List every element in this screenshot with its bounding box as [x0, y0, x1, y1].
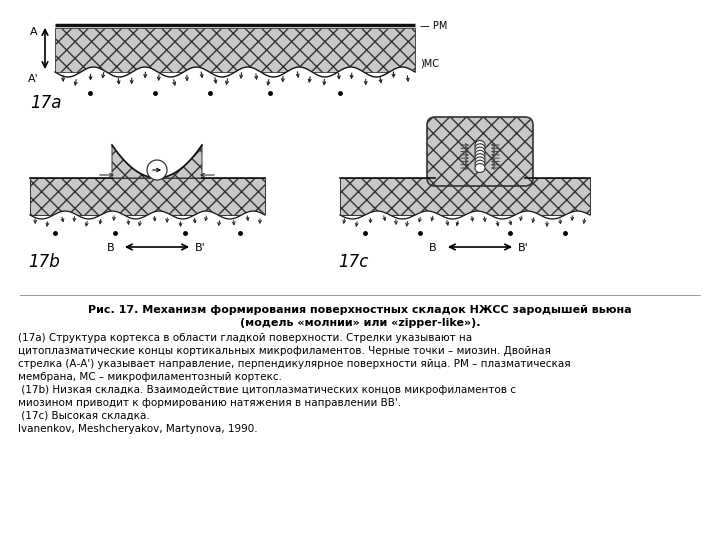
Ellipse shape [475, 164, 485, 172]
Ellipse shape [475, 154, 485, 163]
Ellipse shape [475, 160, 485, 169]
Ellipse shape [475, 140, 485, 150]
Text: (17b) Низкая складка. Взаимодействие цитоплазматических концов микрофиламентов с: (17b) Низкая складка. Взаимодействие цит… [18, 385, 516, 395]
Bar [340, 178, 590, 215]
Text: цитоплазматические концы кортикальных микрофиламентов. Черные точки – миозин. Дв: цитоплазматические концы кортикальных ми… [18, 346, 551, 356]
Text: B': B' [195, 243, 206, 253]
Text: 17c: 17c [338, 253, 369, 271]
Bar [30, 178, 265, 215]
Text: A: A [30, 27, 37, 37]
Ellipse shape [475, 144, 485, 153]
Text: B: B [107, 243, 114, 253]
Text: Ivanenkov, Meshcheryakov, Martynova, 1990.: Ivanenkov, Meshcheryakov, Martynova, 199… [18, 424, 258, 434]
Text: мембрана, МС – микрофиламентозный кортекс.: мембрана, МС – микрофиламентозный кортек… [18, 372, 282, 382]
Ellipse shape [475, 150, 485, 159]
Text: стрелка (А-А') указывает направление, перпендикулярное поверхности яйца. РМ – пл: стрелка (А-А') указывает направление, пе… [18, 359, 571, 369]
Text: Рис. 17. Механизм формирования поверхностных складок НЖСС зародышей вьюна: Рис. 17. Механизм формирования поверхнос… [88, 305, 632, 315]
Text: )MC: )MC [420, 59, 439, 69]
Text: 17a: 17a [30, 94, 61, 112]
Text: (17c) Высокая складка.: (17c) Высокая складка. [18, 411, 150, 421]
Ellipse shape [475, 157, 485, 166]
Text: B': B' [518, 243, 528, 253]
FancyBboxPatch shape [427, 117, 533, 186]
Text: A': A' [28, 74, 39, 84]
Text: (модель «молнии» или «zipper-like»).: (модель «молнии» или «zipper-like»). [240, 318, 480, 328]
Bar [55, 28, 415, 72]
Text: миозином приводит к формированию натяжения в направлении ВВ'.: миозином приводит к формированию натяжен… [18, 398, 401, 408]
Ellipse shape [475, 147, 485, 156]
Text: 17b: 17b [28, 253, 60, 271]
Circle shape [147, 160, 167, 180]
Text: B: B [429, 243, 437, 253]
Text: (17a) Структура кортекса в области гладкой поверхности. Стрелки указывают на: (17a) Структура кортекса в области гладк… [18, 333, 472, 343]
Polygon shape [112, 145, 202, 178]
Text: — PM: — PM [420, 21, 447, 31]
